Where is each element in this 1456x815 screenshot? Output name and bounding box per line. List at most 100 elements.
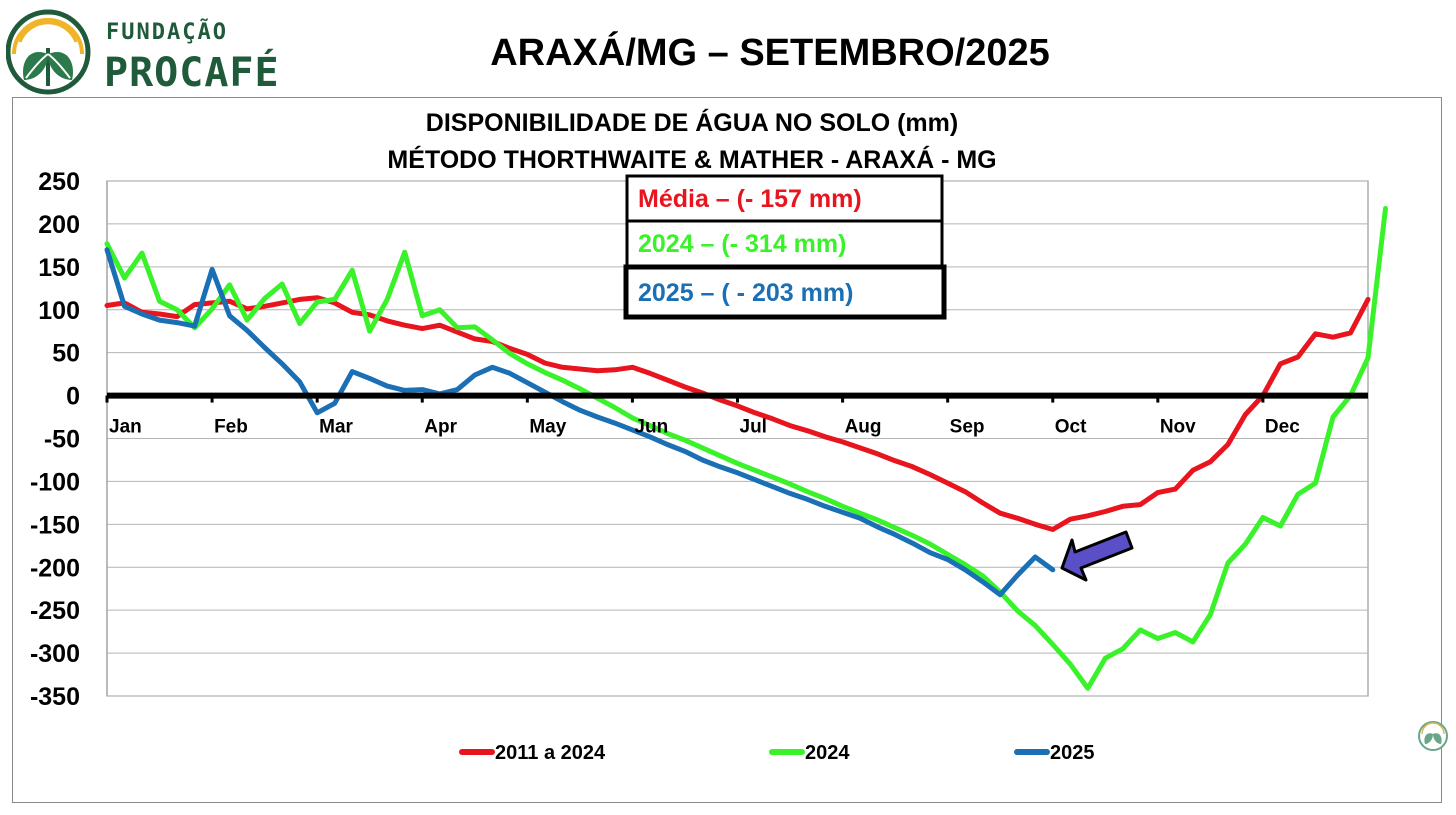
data-point: [333, 301, 336, 305]
data-point: [631, 416, 634, 420]
annotation-2024: 2024 – (- 314 mm): [638, 230, 846, 258]
x-tick-label: Apr: [424, 417, 457, 438]
data-point: [473, 325, 476, 329]
data-point: [911, 465, 914, 469]
data-point: [1051, 568, 1054, 572]
data-point: [911, 542, 914, 545]
data-point: [526, 381, 529, 384]
y-tick-label: -100: [30, 468, 80, 496]
y-tick-label: 0: [66, 383, 80, 411]
data-point: [333, 402, 336, 405]
data-point: [508, 372, 512, 375]
data-point: [1331, 336, 1335, 339]
data-point: [1086, 687, 1089, 690]
data-point: [1366, 298, 1370, 301]
data-point: [403, 389, 406, 392]
data-point: [893, 459, 897, 463]
data-point: [228, 299, 231, 303]
data-point: [158, 299, 161, 303]
chart-title: DISPONIBILIDADE DE ÁGUA NO SOLO (mm): [426, 108, 958, 137]
data-point: [561, 366, 564, 369]
data-point: [946, 481, 949, 485]
data-point: [1174, 631, 1177, 634]
data-point: [666, 378, 669, 382]
small-leaf-logo-icon: [1418, 721, 1448, 751]
y-tick-label: -50: [44, 426, 80, 454]
data-point: [280, 282, 284, 286]
data-point: [613, 421, 617, 425]
data-point: [1366, 356, 1370, 360]
data-point: [736, 471, 739, 475]
data-point: [718, 398, 722, 402]
data-point: [315, 296, 319, 299]
data-point: [105, 242, 109, 245]
data-point: [771, 417, 774, 420]
data-point: [158, 312, 161, 316]
data-point: [1209, 613, 1212, 616]
coffee-leaf-icon: [5, 9, 91, 95]
data-point: [1226, 443, 1230, 446]
data-point: [386, 319, 389, 323]
fundacao-procafe-logo: FUNDAÇÃO PROCAFÉ: [5, 8, 279, 98]
y-tick-label: -200: [30, 554, 80, 582]
data-point: [438, 324, 441, 327]
data-point: [631, 366, 634, 369]
data-point: [245, 329, 249, 332]
data-point: [561, 378, 564, 382]
data-point: [788, 492, 792, 495]
data-point: [578, 367, 582, 371]
series-line-2024: [104, 206, 1388, 691]
page-title: ARAXÁ/MG – SETEMBRO/2025: [490, 32, 1050, 74]
data-point: [1104, 510, 1107, 513]
data-point: [140, 312, 144, 316]
x-tick-label: Sep: [950, 417, 985, 438]
logo-text-line1: FUNDAÇÃO: [106, 20, 228, 45]
data-point: [1069, 663, 1072, 666]
y-tick-label: 250: [38, 168, 80, 196]
data-point: [648, 372, 652, 375]
data-point: [315, 300, 319, 304]
data-point: [1069, 517, 1072, 521]
x-tick-label: Feb: [214, 417, 248, 438]
data-point: [333, 298, 336, 301]
data-point: [823, 435, 827, 438]
data-point: [123, 305, 126, 308]
data-point: [508, 347, 512, 350]
data-point: [1279, 524, 1282, 528]
data-point: [841, 511, 844, 514]
series-line-2011-a-2024: [104, 295, 1371, 532]
data-point: [280, 301, 284, 305]
data-point: [105, 248, 109, 251]
data-point: [228, 314, 231, 317]
data-point: [928, 473, 932, 476]
x-tick-label: Nov: [1160, 417, 1196, 438]
data-point: [1139, 503, 1142, 506]
x-tick-label: Jan: [109, 417, 142, 438]
data-point: [578, 408, 582, 412]
data-point: [806, 490, 809, 493]
y-axis: 250 200 150 100 50 0 -50 -100 -150 -200 -250 -300 -3…: [30, 168, 108, 711]
y-tick-label: 150: [38, 254, 80, 282]
data-point: [508, 352, 512, 355]
data-point: [263, 346, 266, 349]
data-point: [350, 311, 354, 314]
data-point: [771, 485, 774, 488]
data-point: [771, 475, 774, 479]
data-point: [1349, 331, 1352, 335]
data-point: [298, 380, 301, 384]
data-point: [1016, 517, 1019, 520]
data-point: [753, 411, 757, 414]
data-point: [648, 435, 652, 438]
data-point: [876, 525, 879, 529]
arrow-icon: [1060, 530, 1134, 582]
data-point: [1051, 528, 1054, 531]
data-point: [999, 593, 1002, 596]
y-tick-label: -150: [30, 511, 80, 539]
data-point: [823, 497, 827, 500]
chart-legend: 2011 a 2024 2024 2025: [459, 742, 1095, 764]
x-tick-label: Jul: [740, 417, 767, 438]
x-tick-label: Aug: [845, 417, 882, 438]
data-point: [1034, 555, 1037, 559]
data-point: [683, 385, 687, 389]
data-point: [350, 269, 354, 272]
